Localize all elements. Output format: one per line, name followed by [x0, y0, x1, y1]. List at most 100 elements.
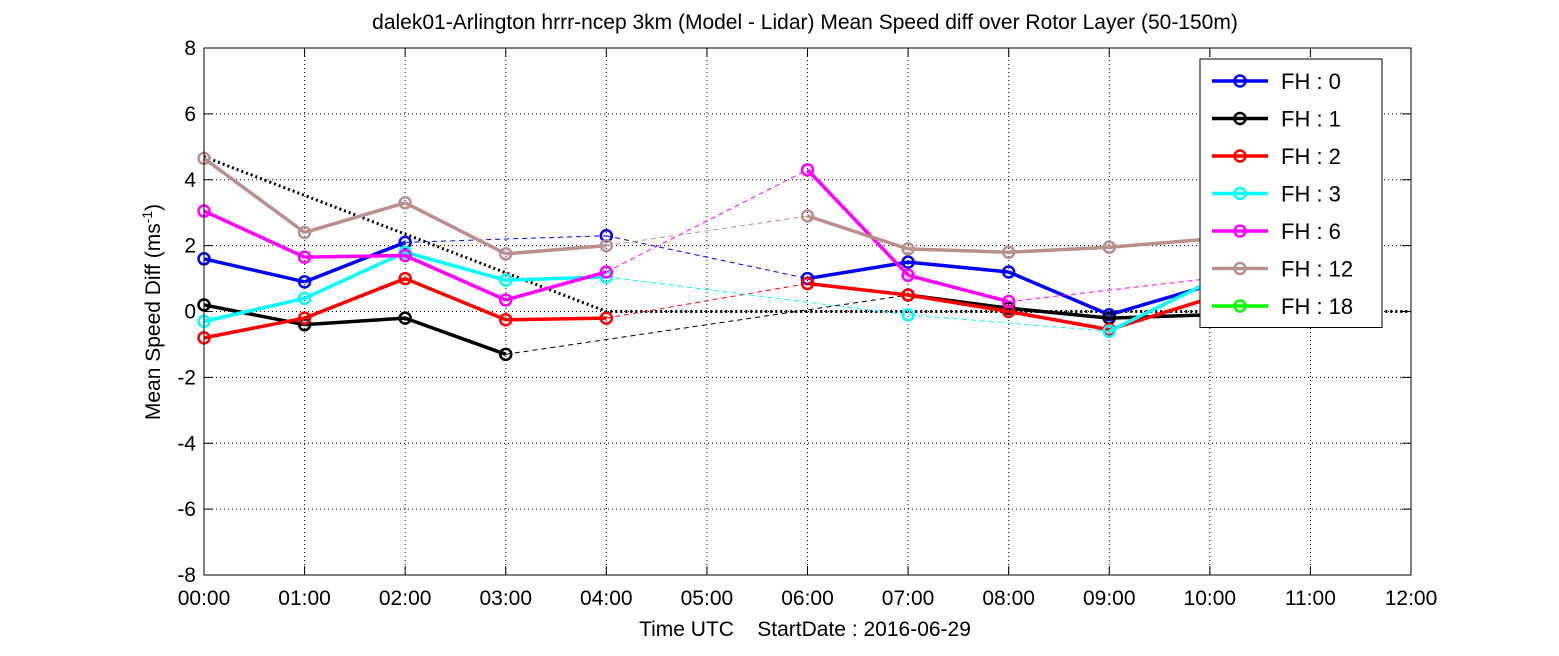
y-axis-label-main: Mean Speed Diff (ms — [142, 223, 165, 420]
series-gap-segment — [405, 235, 607, 243]
series-segment — [908, 247, 1009, 254]
series-segment — [303, 250, 406, 300]
x-tick-label: 02:00 — [379, 587, 432, 610]
series-segment — [807, 281, 909, 297]
data-point — [499, 247, 513, 261]
y-tick-label: -8 — [177, 564, 196, 587]
legend-item: FH : 3 — [1212, 182, 1341, 207]
data-point — [297, 250, 312, 264]
data-point — [901, 255, 915, 269]
series-segment — [203, 257, 305, 284]
data-point — [800, 209, 815, 223]
x-tick-label: 05:00 — [681, 587, 734, 610]
data-point — [398, 248, 412, 263]
data-point — [599, 238, 614, 253]
y-axis-label-close: ) — [142, 204, 165, 211]
data-point — [398, 271, 412, 286]
x-tick-label: 12:00 — [1385, 587, 1438, 610]
series-segment — [303, 240, 406, 284]
series-gap-segment — [908, 314, 1110, 332]
data-point — [297, 225, 312, 240]
series-segment — [203, 316, 305, 340]
x-tick-label: 06:00 — [781, 587, 834, 610]
x-tick-label: 11:00 — [1285, 587, 1336, 610]
data-point — [901, 268, 915, 283]
data-point — [1001, 294, 1016, 309]
series-segment — [1008, 309, 1110, 332]
series-segment — [203, 296, 305, 324]
series-segment — [203, 209, 306, 259]
series-fh-12 — [197, 151, 1217, 261]
series-segment — [806, 168, 910, 277]
legend-item: FH : 12 — [1212, 257, 1353, 282]
data-point — [901, 288, 915, 302]
series-segment — [404, 253, 507, 302]
data-point — [599, 265, 614, 279]
legend-swatch-marker — [1233, 299, 1247, 313]
legend-swatch-marker — [1233, 261, 1247, 276]
series-segment — [807, 260, 909, 281]
series-gap-segment — [606, 283, 808, 319]
legend-swatch-marker — [1233, 186, 1247, 201]
legend-item: FH : 18 — [1212, 294, 1353, 319]
series-segment — [404, 201, 507, 256]
legend: FH : 0 FH : 1 FH : 2 FH : 3 FH : 6 FH : 12 FH … — [1199, 58, 1383, 328]
x-tick-label: 04:00 — [580, 587, 633, 610]
legend-item: FH : 0 — [1212, 69, 1341, 94]
data-point — [398, 311, 412, 325]
data-point — [1102, 240, 1116, 255]
x-tick-label: 07:00 — [882, 587, 935, 610]
x-tick-label: 10:00 — [1184, 587, 1237, 610]
series-segment — [907, 260, 1009, 274]
x-axis-label: Time UTC StartDate : 2016-06-29 — [639, 618, 971, 641]
data-point — [499, 312, 513, 327]
legend-label: FH : 2 — [1281, 144, 1341, 169]
series-gap-segment — [606, 215, 808, 247]
y-tick-label: 8 — [184, 37, 196, 60]
series-segment — [806, 214, 909, 251]
data-point — [599, 311, 614, 325]
series-gap-segment — [606, 276, 909, 316]
legend-label: FH : 3 — [1281, 182, 1341, 207]
legend-swatch-marker — [1233, 111, 1247, 126]
x-tick-label: 01:00 — [278, 587, 331, 610]
series-gap-segment — [606, 169, 808, 273]
y-tick-label: 6 — [184, 103, 196, 126]
y-tick-label: -4 — [177, 432, 196, 455]
x-tick-label: 00:00 — [178, 587, 231, 610]
x-axis: 00:00 01:00 02:00 03:00 04:00 05:00 06:00 07:00… — [178, 48, 1438, 610]
data-point — [499, 293, 513, 307]
series-segment — [907, 273, 1010, 304]
series-segment — [404, 250, 507, 282]
x-tick-label: 09:00 — [1083, 587, 1136, 610]
y-axis: 8 6 4 2 0 -2 -4 -6 -8 — [177, 37, 1411, 587]
series-segment — [907, 293, 1009, 314]
series-segment — [505, 243, 607, 256]
y-tick-label: 4 — [184, 169, 196, 192]
series-group — [197, 151, 1217, 362]
data-point — [1102, 324, 1116, 339]
y-tick-label: -2 — [177, 366, 196, 389]
series-gap-segment — [606, 235, 808, 280]
data-point — [800, 163, 815, 177]
series-segment — [1108, 280, 1211, 333]
series-segment — [303, 276, 406, 320]
data-point — [901, 308, 915, 322]
legend-item: FH : 1 — [1212, 107, 1341, 132]
series-segment — [304, 201, 406, 235]
data-point — [499, 273, 513, 287]
y-tick-label: -6 — [177, 498, 196, 521]
data-point — [297, 291, 312, 306]
legend-label: FH : 1 — [1281, 107, 1341, 132]
legend-swatch-marker — [1233, 149, 1247, 163]
legend-swatch-marker — [1233, 224, 1247, 238]
legend-label: FH : 12 — [1281, 257, 1353, 282]
series-segment — [304, 253, 406, 259]
chart-title: dalek01-Arlington hrrr-ncep 3km (Model -… — [372, 11, 1238, 34]
data-point — [1001, 265, 1016, 279]
legend-label: FH : 18 — [1281, 294, 1353, 319]
data-point — [398, 196, 412, 210]
series-segment — [505, 270, 607, 302]
legend-swatch-marker — [1233, 74, 1247, 88]
